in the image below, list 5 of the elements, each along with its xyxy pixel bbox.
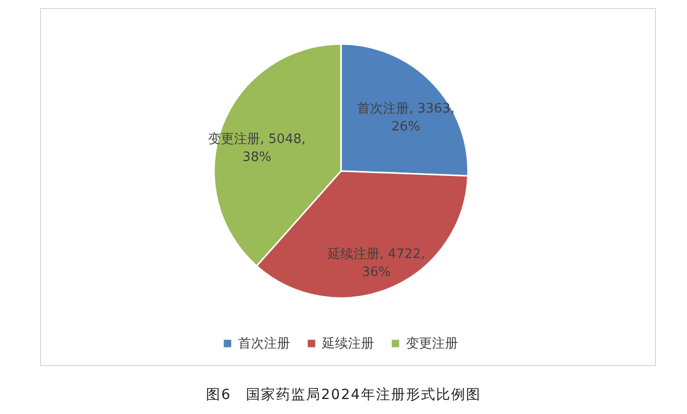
- text: 图6 国家药监局2024年注册形式比例图: [205, 386, 482, 404]
- legend-label: 首次注册: [238, 336, 290, 352]
- legend-label: 变更注册: [406, 336, 458, 352]
- legend-label: 延续注册: [321, 336, 374, 352]
- data-label: 延续注册, 4722, 36%: [326, 246, 426, 280]
